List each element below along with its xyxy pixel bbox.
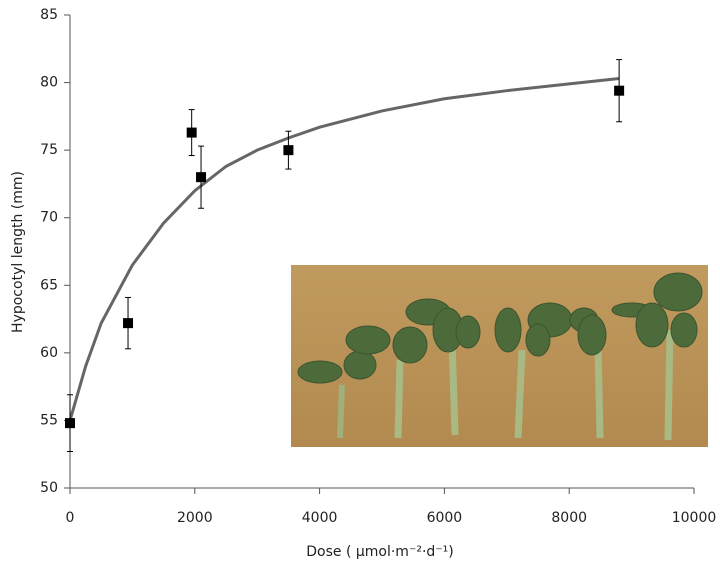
x-tick-label: 10000 xyxy=(672,510,717,526)
y-tick-label: 60 xyxy=(40,345,58,361)
marker xyxy=(196,172,206,182)
marker xyxy=(65,418,75,428)
marker xyxy=(187,128,197,138)
x-tick-label: 0 xyxy=(66,510,75,526)
y-tick-label: 85 xyxy=(40,7,58,23)
page: Dose ( μmol·m⁻²·d⁻¹) Hypocotyl length (m… xyxy=(0,0,720,565)
y-tick-label: 75 xyxy=(40,142,58,158)
y-tick-label: 55 xyxy=(40,412,58,428)
x-axis-label: Dose ( μmol·m⁻²·d⁻¹) xyxy=(306,544,454,560)
marker xyxy=(283,145,293,155)
chart: Dose ( μmol·m⁻²·d⁻¹) Hypocotyl length (m… xyxy=(0,0,720,565)
x-tick-label: 6000 xyxy=(427,510,463,526)
y-tick-label: 65 xyxy=(40,277,58,293)
x-tick-label: 4000 xyxy=(302,510,338,526)
inset-photo xyxy=(291,265,708,447)
x-tick-label: 2000 xyxy=(177,510,213,526)
marker xyxy=(123,318,133,328)
y-tick-label: 70 xyxy=(40,210,58,226)
y-tick-label: 50 xyxy=(40,480,58,496)
y-axis-label: Hypocotyl length (mm) xyxy=(10,171,26,333)
marker xyxy=(614,86,624,96)
x-tick-label: 8000 xyxy=(551,510,587,526)
y-tick-label: 80 xyxy=(40,75,58,91)
